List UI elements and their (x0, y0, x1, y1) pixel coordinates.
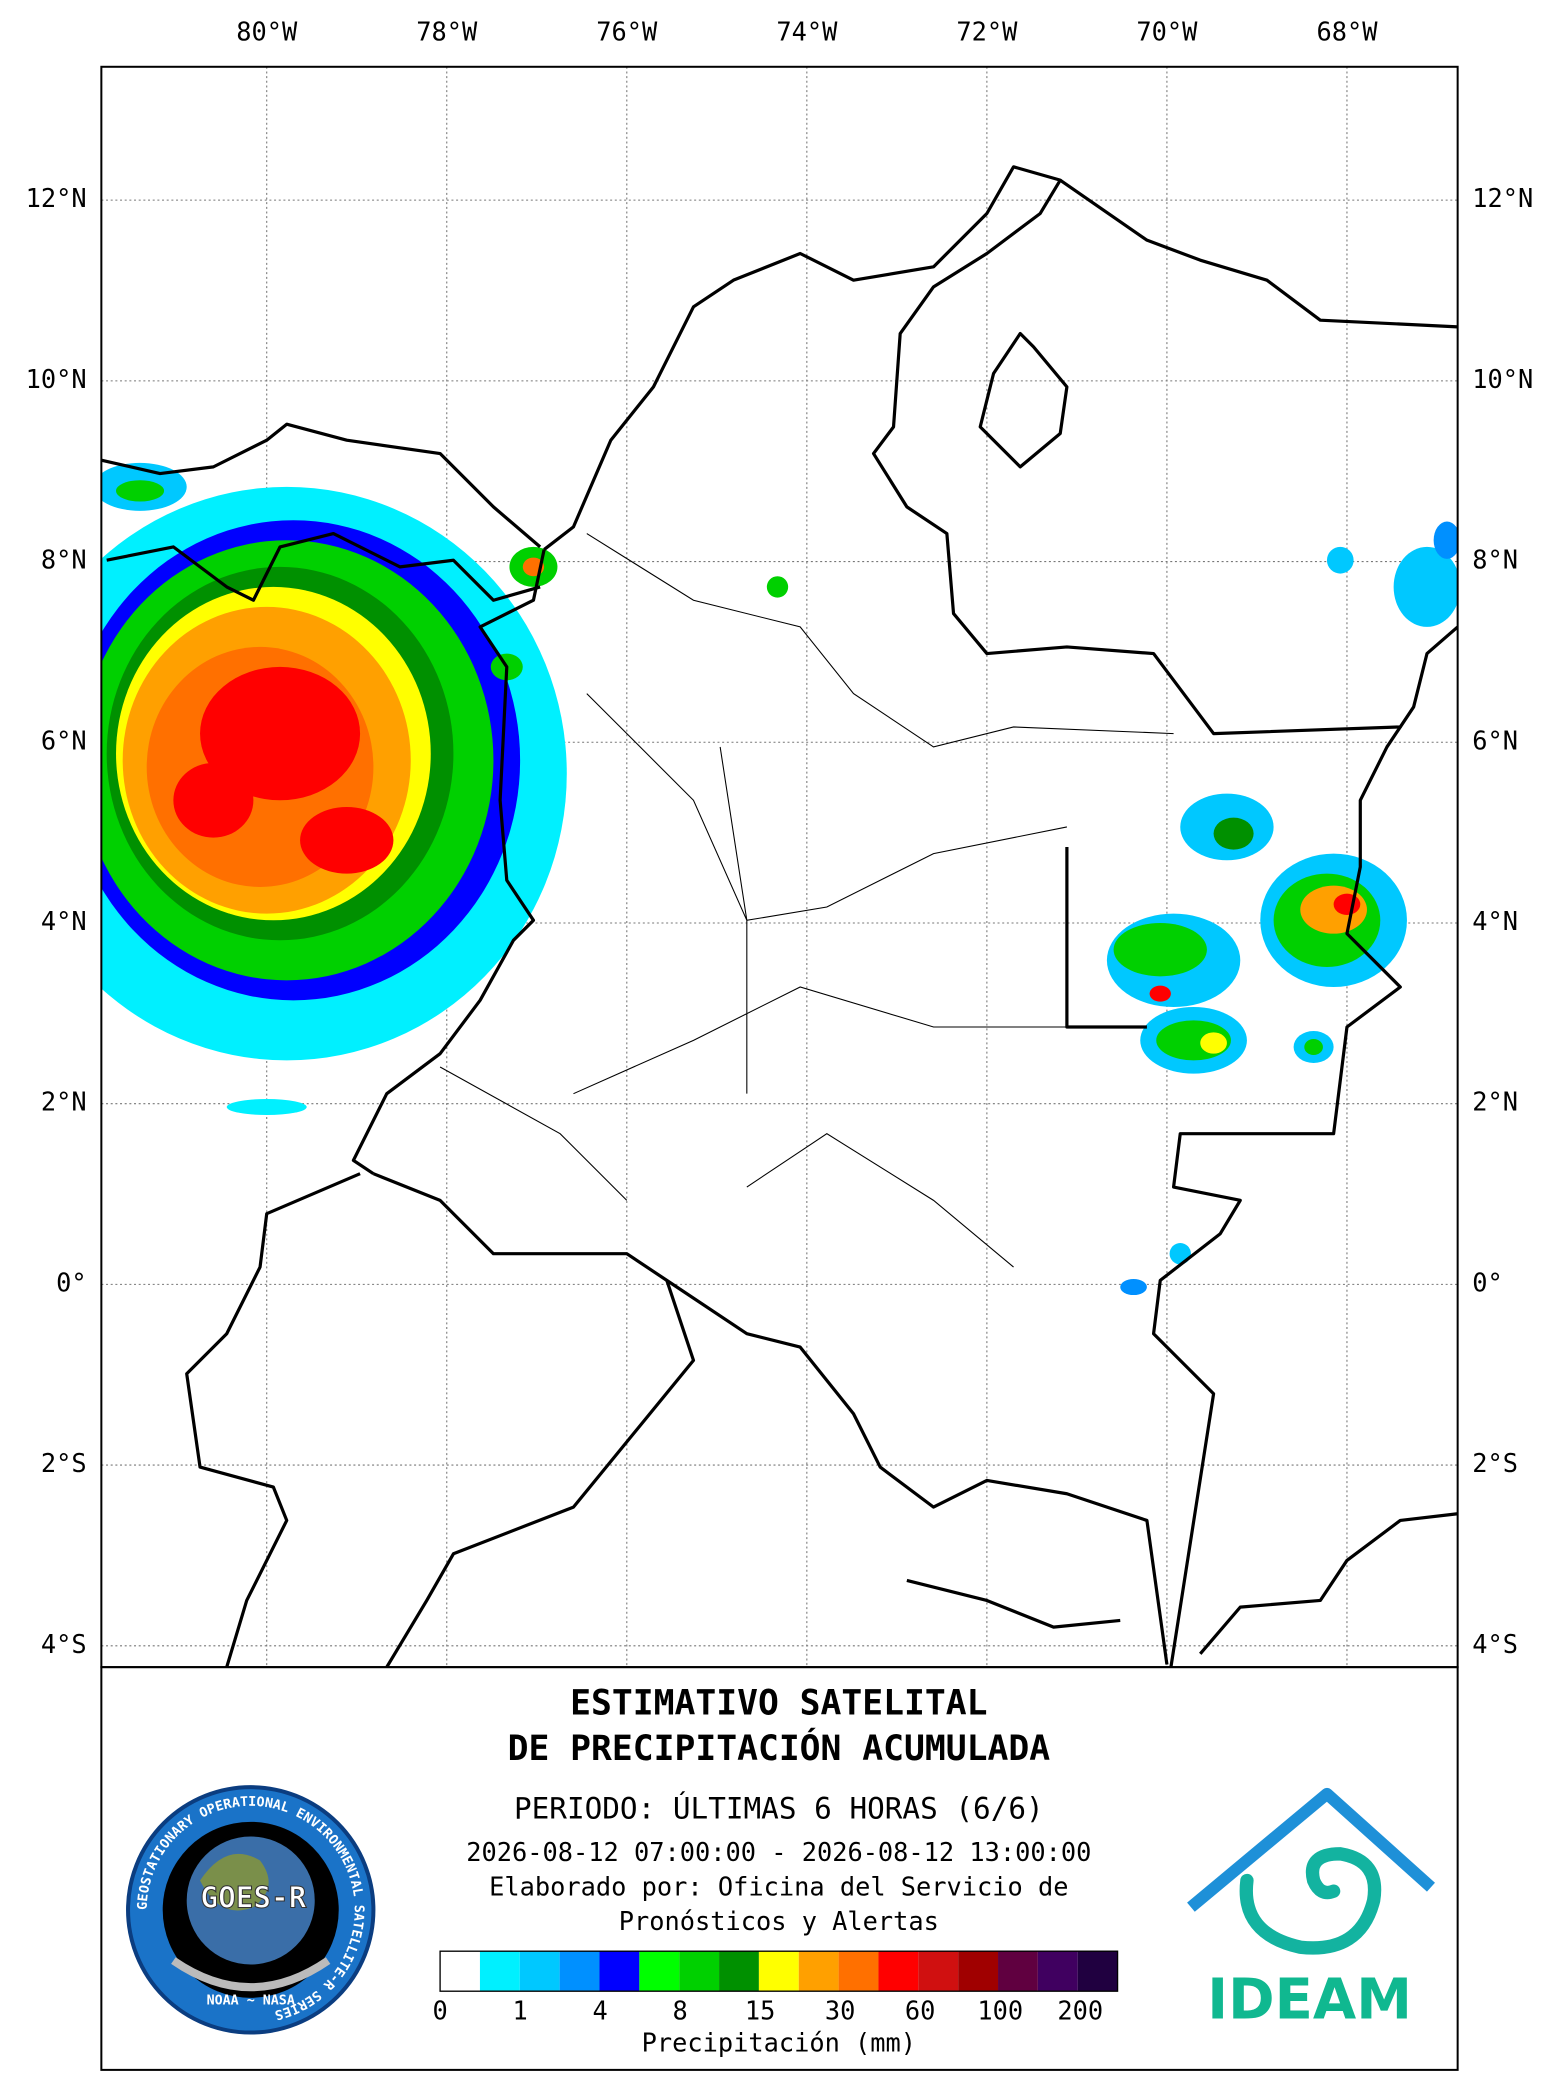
colorbar-swatch (599, 1951, 640, 1992)
lat-label: 6°N (1472, 725, 1518, 755)
lat-label: 12°N (26, 183, 87, 213)
lat-label: 2°N (41, 1087, 87, 1117)
lon-label: 68°W (1316, 16, 1378, 46)
precipitation (101, 462, 1458, 1296)
goes-footer: NOAA ~ NASA (207, 1994, 295, 2009)
colorbar-swatch (758, 1951, 799, 1992)
lat-label: 10°N (1472, 364, 1533, 394)
colorbar-swatch (838, 1951, 879, 1992)
colorbar-swatch (679, 1951, 720, 1992)
lat-label: 4°S (41, 1629, 87, 1659)
colorbar-swatch (1077, 1951, 1118, 1992)
colorbar-swatch (958, 1951, 999, 1992)
storm-west (101, 462, 789, 1116)
colorbar-swatch (1037, 1951, 1078, 1992)
colorbar-swatch (998, 1951, 1038, 1992)
colorbar-swatch (918, 1951, 959, 1992)
lat-label: 0° (56, 1267, 87, 1297)
colorbar-frame (439, 1950, 1119, 1992)
lat-label: 8°N (41, 545, 87, 575)
lat-label: 4°N (41, 906, 87, 936)
colorbar-swatch (798, 1951, 839, 1992)
lon-label: 80°W (236, 16, 298, 46)
colorbar-tick-label: 8 (673, 1996, 688, 2026)
colorbar-swatch (519, 1951, 560, 1992)
colorbar-tick-label: 100 (977, 1996, 1023, 2026)
ideam-logo: IDEAM (1187, 1787, 1435, 2032)
lat-label: 10°N (26, 364, 87, 394)
date-range: 2026-08-12 07:00:00 - 2026-08-12 13:00:0… (466, 1837, 1091, 1867)
colorbar-tick-label: 30 (825, 1996, 856, 2026)
colorbar-swatch (440, 1951, 480, 1992)
axis-labels: 80°W 78°W 76°W 74°W 72°W 70°W 68°W 12°N 12°N 10°N… (26, 16, 1534, 1658)
lat-label: 6°N (41, 725, 87, 755)
colorbar-swatch (639, 1951, 680, 1992)
colorbar-swatch (878, 1951, 919, 1992)
lat-label: 2°S (1472, 1448, 1518, 1478)
lon-label: 70°W (1136, 16, 1198, 46)
ideam-text: IDEAM (1207, 1967, 1412, 2032)
colorbar-tick-label: 200 (1057, 1996, 1103, 2026)
colorbar-tick-label: 60 (905, 1996, 936, 2026)
colorbar-tick-label: 1 (512, 1996, 527, 2026)
coastlines (101, 165, 1458, 1668)
title: ESTIMATIVO SATELITAL (570, 1683, 987, 1723)
lon-label: 78°W (416, 16, 478, 46)
title: DE PRECIPITACIÓN ACUMULADA (508, 1727, 1051, 1769)
lat-label: 4°S (1472, 1629, 1518, 1659)
lat-label: 12°N (1472, 183, 1533, 213)
goes-logo: GEOSTATIONARY OPERATIONAL ENVIRONMENTAL … (126, 1785, 376, 2035)
lon-label: 76°W (596, 16, 658, 46)
colorbar-label: Precipitación (mm) (642, 2028, 916, 2058)
goes-text: GOES-R (200, 1881, 306, 1915)
graticule (101, 66, 1458, 1668)
colorbar-swatch (479, 1951, 520, 1992)
lon-label: 74°W (776, 16, 838, 46)
colorbar-swatch (559, 1951, 600, 1992)
period: PERIODO: ÚLTIMAS 6 HORAS (6/6) (514, 1789, 1044, 1825)
legend-panel (100, 1666, 1459, 2071)
storm-east (1106, 521, 1458, 1296)
credit: Elaborado por: Oficina del Servicio de (489, 1872, 1068, 1902)
colorbar-tick-label: 15 (745, 1996, 776, 2026)
lat-label: 8°N (1472, 545, 1518, 575)
colorbar-swatch (719, 1951, 759, 1992)
lat-label: 2°S (41, 1448, 87, 1478)
colorbar-tick-label: 0 (432, 1996, 447, 2026)
lon-label: 72°W (956, 16, 1018, 46)
lat-label: 4°N (1472, 906, 1518, 936)
lat-label: 0° (1472, 1267, 1503, 1297)
colorbar-tick-label: 4 (593, 1996, 608, 2026)
credit: Pronósticos y Alertas (619, 1906, 939, 1936)
lat-label: 2°N (1472, 1087, 1518, 1117)
colorbar: 0 1 4 8 15 30 60 100 200 (432, 1950, 1119, 2026)
